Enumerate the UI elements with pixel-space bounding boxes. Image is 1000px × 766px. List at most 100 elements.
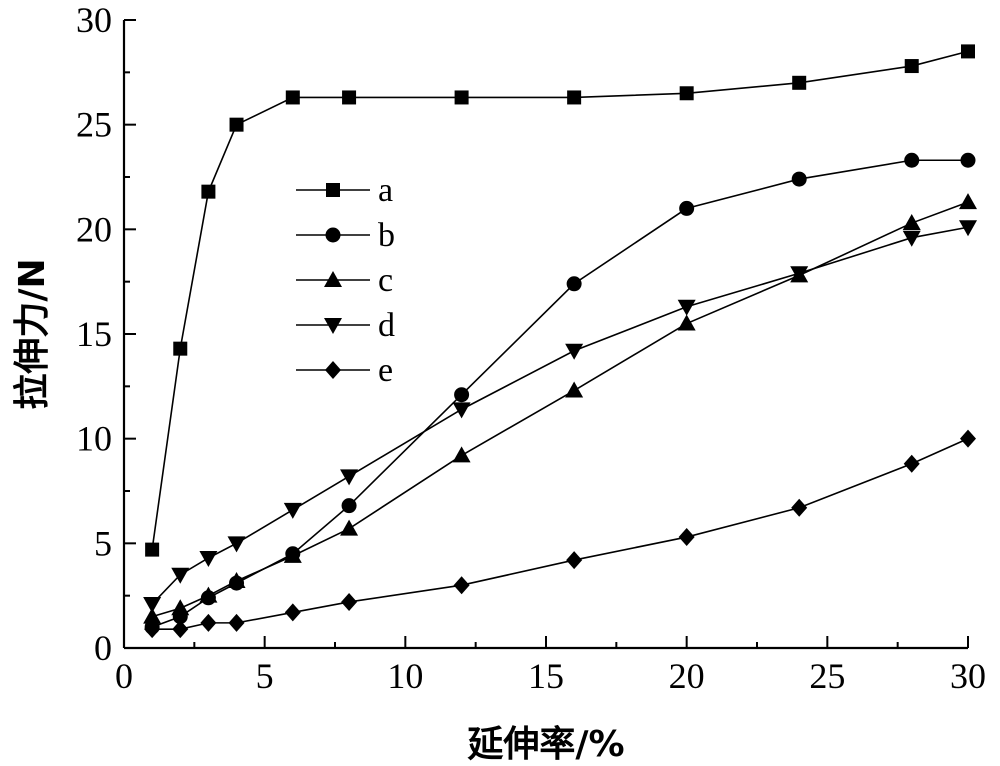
axes: 0 5 10 15 20 25 30 0 5 10 15 20 25 30 <box>76 0 986 696</box>
legend-item-c: c <box>296 262 393 299</box>
data-point-b <box>904 152 920 168</box>
y-tick-label: 25 <box>76 105 112 145</box>
data-point-e <box>228 613 245 632</box>
data-point-b <box>679 200 695 216</box>
data-point-d <box>565 343 584 360</box>
data-point-a <box>567 90 582 105</box>
y-tick-label: 5 <box>94 523 112 563</box>
data-point-a <box>904 59 919 74</box>
y-tick-label: 20 <box>76 209 112 249</box>
data-point-c <box>565 381 584 398</box>
data-point-d <box>227 536 246 553</box>
legend-marker <box>326 183 340 197</box>
x-tick-label: 5 <box>256 656 274 696</box>
series-e <box>144 429 976 639</box>
data-point-e <box>453 576 470 595</box>
series-d <box>143 220 977 614</box>
data-point-a <box>454 90 469 105</box>
data-point-c <box>340 519 359 536</box>
y-tick-label: 0 <box>94 628 112 668</box>
data-point-e <box>791 498 808 517</box>
data-point-d <box>677 299 696 316</box>
series-line-c <box>151 201 969 618</box>
data-point-d <box>171 567 190 584</box>
data-point-e <box>960 429 976 448</box>
data-point-d <box>790 266 809 283</box>
x-tick-label: 30 <box>950 656 986 696</box>
series-group <box>143 44 977 639</box>
data-point-e <box>341 592 358 611</box>
data-point-d <box>199 550 218 567</box>
data-point-b <box>791 171 807 187</box>
data-point-c <box>143 607 162 624</box>
data-point-e <box>678 528 695 547</box>
data-point-a <box>792 75 807 90</box>
legend-label: d <box>378 307 395 344</box>
data-point-c <box>171 599 190 616</box>
series-line-b <box>151 159 968 628</box>
data-point-e <box>200 613 217 632</box>
y-axis-title: 拉伸力/N <box>12 258 53 409</box>
data-point-e <box>566 551 583 570</box>
data-point-e <box>172 620 189 639</box>
legend-marker <box>324 318 342 334</box>
data-point-b <box>341 498 357 514</box>
data-point-c <box>199 586 218 603</box>
data-point-c <box>677 314 696 331</box>
legend-item-e: e <box>296 352 393 389</box>
legend-label: e <box>378 352 393 389</box>
data-point-c <box>227 572 246 589</box>
data-point-d <box>340 469 359 486</box>
legend-label: c <box>378 262 393 299</box>
data-point-b <box>566 276 582 292</box>
data-point-d <box>452 402 471 419</box>
data-point-b <box>960 152 976 168</box>
series-line-e <box>152 437 969 630</box>
data-point-e <box>144 620 161 639</box>
legend-item-b: b <box>296 217 395 254</box>
x-tick-label: 25 <box>809 656 845 696</box>
data-point-c <box>283 546 302 563</box>
data-point-a <box>679 86 694 101</box>
data-point-d <box>902 230 921 247</box>
legend-marker <box>324 271 342 287</box>
data-point-c <box>452 446 471 463</box>
data-point-c <box>902 214 921 231</box>
y-tick-label: 15 <box>76 314 112 354</box>
legend-marker <box>325 361 341 379</box>
series-a <box>145 44 975 557</box>
x-tick-label: 0 <box>115 656 133 696</box>
series-b <box>144 152 976 635</box>
y-tick-label: 10 <box>76 419 112 459</box>
data-point-a <box>229 117 244 132</box>
legend-label: a <box>378 172 393 209</box>
data-point-a <box>285 90 300 105</box>
legend-label: b <box>378 217 395 254</box>
data-point-a <box>145 542 160 557</box>
data-point-d <box>283 502 302 519</box>
data-point-b <box>454 387 470 403</box>
data-point-a <box>201 184 216 199</box>
legend-marker <box>325 227 341 243</box>
data-point-d <box>143 597 162 614</box>
data-point-d <box>959 220 977 237</box>
y-tick-label: 30 <box>76 0 112 40</box>
x-tick-label: 20 <box>669 656 705 696</box>
legend-item-d: d <box>296 307 395 344</box>
data-point-a <box>342 90 357 105</box>
data-point-a <box>961 44 975 59</box>
series-line-d <box>151 226 969 605</box>
x-tick-label: 10 <box>387 656 423 696</box>
series-line-a <box>151 50 969 550</box>
data-point-e <box>903 454 920 473</box>
x-axis-title: 延伸率/% <box>467 724 624 765</box>
data-point-a <box>173 341 188 356</box>
data-point-e <box>284 603 301 622</box>
legend-item-a: a <box>296 172 393 209</box>
data-point-c <box>959 193 977 210</box>
series-c <box>143 193 977 624</box>
x-tick-label: 15 <box>528 656 564 696</box>
